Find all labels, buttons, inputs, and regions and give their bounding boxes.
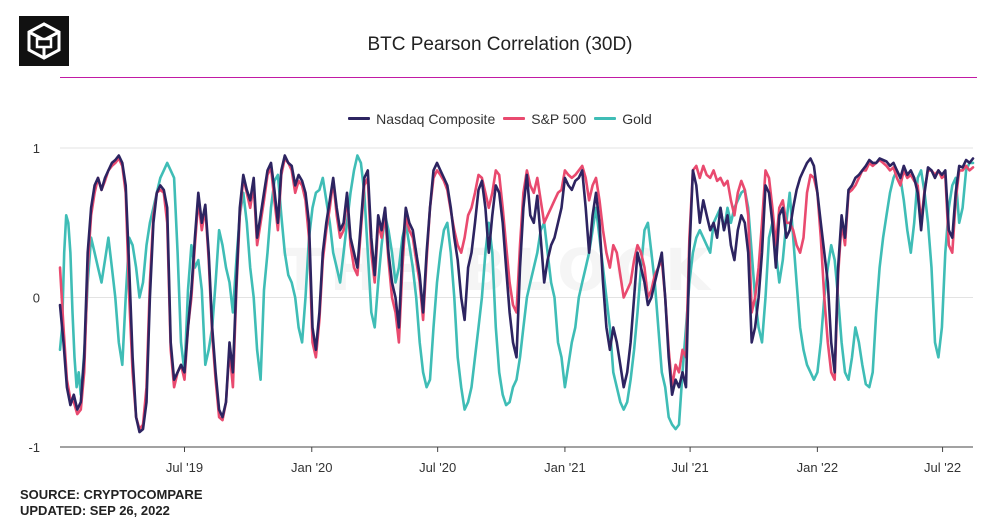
x-tick-label: Jan '20 [291,460,333,475]
legend-item: S&P 500 [503,111,586,127]
legend-label: Nasdaq Composite [376,110,496,127]
page-title: BTC Pearson Correlation (30D) [367,34,633,55]
footer: SOURCE: CRYPTOCOMPARE UPDATED: SEP 26, 2… [20,487,203,519]
x-tick-label: Jul '19 [166,460,203,475]
the-block-logo-icon [19,16,69,66]
series-line-nasdaq-composite [58,154,975,434]
legend-swatch [503,117,526,120]
x-tick-label: Jul '21 [672,460,709,475]
legend-swatch [594,117,617,120]
y-tick-label: 1 [33,141,40,156]
legend-swatch [348,117,371,120]
y-tick-label: 0 [33,291,40,306]
title-divider [60,77,977,78]
x-tick-label: Jan '22 [797,460,839,475]
series-line-gold [58,154,975,431]
header: BTC Pearson Correlation (30D) [0,0,1000,80]
source-text: SOURCE: CRYPTOCOMPARE [20,487,203,502]
x-tick-label: Jul '20 [419,460,456,475]
chart-legend: Nasdaq Composite S&P 500 Gold [0,107,1000,127]
legend-item: Nasdaq Composite [348,111,495,127]
y-tick-label: -1 [28,440,40,455]
x-tick-label: Jul '22 [924,460,961,475]
x-tick-label: Jan '21 [544,460,586,475]
legend-label: S&P 500 [531,110,587,127]
updated-text: UPDATED: SEP 26, 2022 [20,503,170,518]
legend-label: Gold [622,110,652,127]
legend-item: Gold [594,111,652,127]
